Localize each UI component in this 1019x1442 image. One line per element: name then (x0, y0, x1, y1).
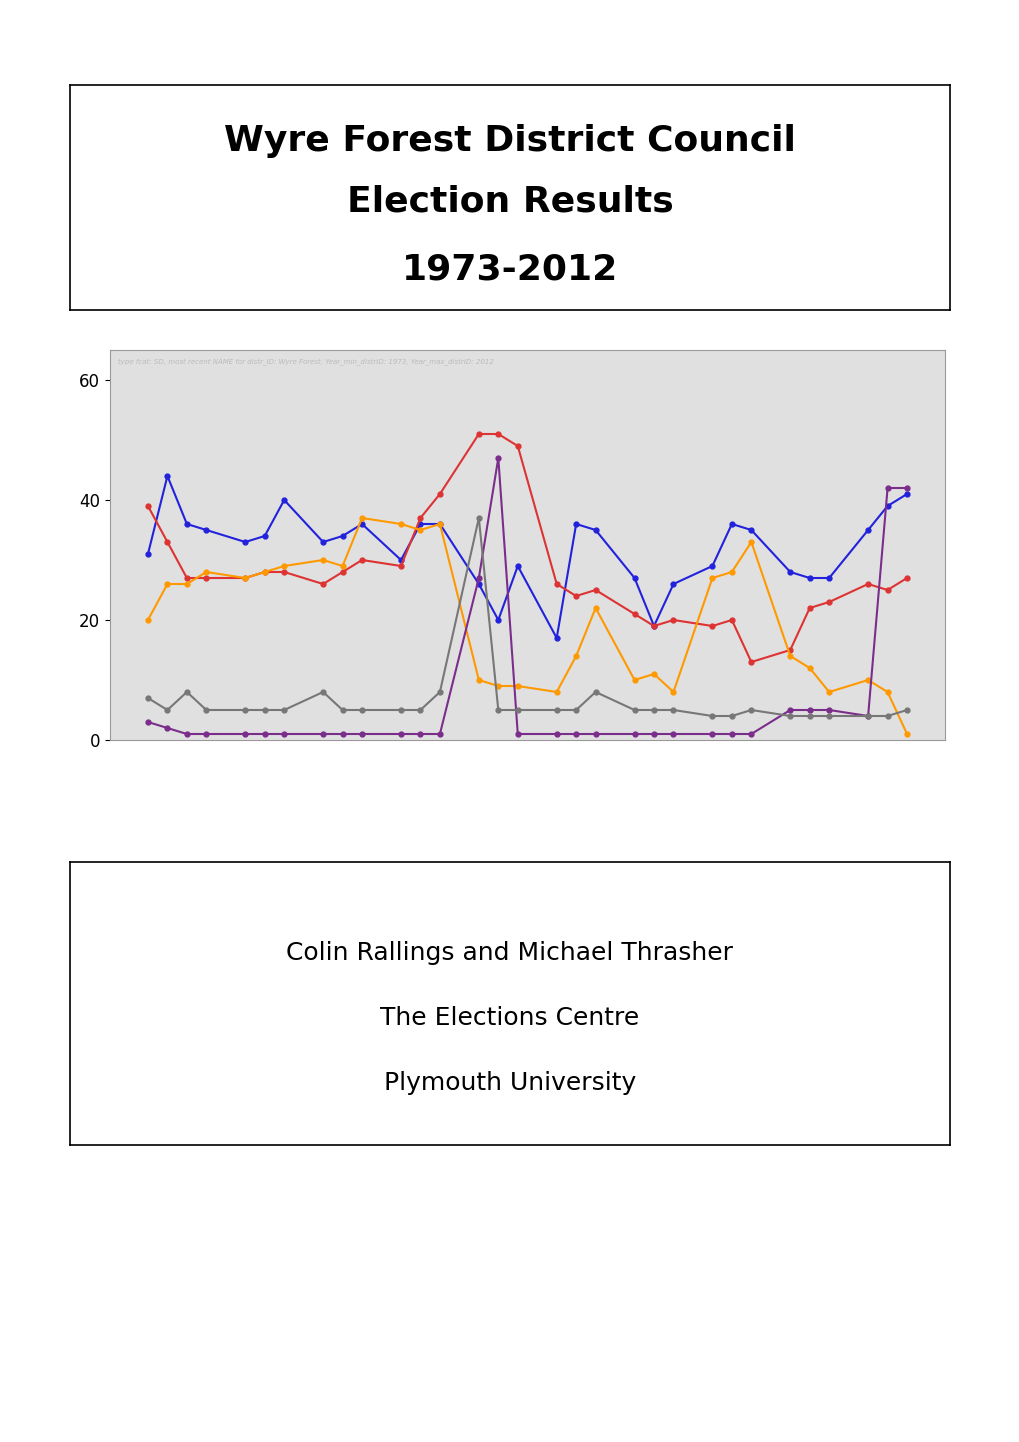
Text: type fcat: SD, most recent NAME for distr_ID: Wyre Forest, Year_min_distrID: 197: type fcat: SD, most recent NAME for dist… (118, 358, 494, 365)
Text: Colin Rallings and Michael Thrasher: Colin Rallings and Michael Thrasher (286, 940, 733, 965)
Text: 1973-2012: 1973-2012 (401, 252, 618, 287)
Text: The Elections Centre: The Elections Centre (380, 1005, 639, 1030)
Text: Plymouth University: Plymouth University (383, 1071, 636, 1094)
Text: Election Results: Election Results (346, 185, 673, 219)
Text: Wyre Forest District Council: Wyre Forest District Council (224, 124, 795, 159)
